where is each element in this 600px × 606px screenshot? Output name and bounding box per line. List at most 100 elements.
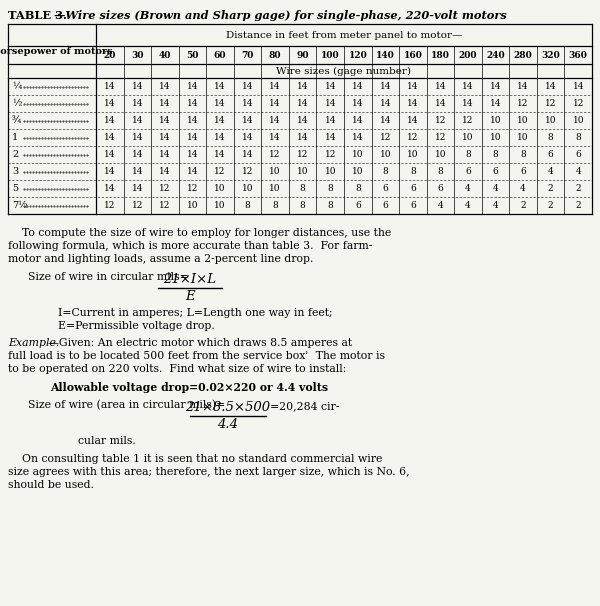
Text: 200: 200 [459,50,477,59]
Text: 8: 8 [410,167,416,176]
Text: 12: 12 [131,201,143,210]
Text: 12: 12 [435,133,446,142]
Text: Size of wire (area in circular mils)=: Size of wire (area in circular mils)= [28,400,225,410]
Text: 6: 6 [493,167,499,176]
Text: 8: 8 [245,201,250,210]
Text: 10: 10 [545,116,556,125]
Text: 14: 14 [490,82,502,91]
Text: 10: 10 [352,150,364,159]
Text: —Wire sizes (Brown and Sharp gage) for single-phase, 220-volt motors: —Wire sizes (Brown and Sharp gage) for s… [54,10,507,21]
Text: 14: 14 [434,82,446,91]
Text: 12: 12 [214,167,226,176]
Text: 4: 4 [520,184,526,193]
Text: 14: 14 [517,82,529,91]
Text: 14: 14 [297,116,308,125]
Text: 14: 14 [131,82,143,91]
Text: 14: 14 [159,133,170,142]
Text: motor and lighting loads, assume a 2-percent line drop.: motor and lighting loads, assume a 2-per… [8,254,313,264]
Text: 20: 20 [104,50,116,59]
Text: 10: 10 [380,150,391,159]
Text: full load is to be located 500 feet from the service boxʾ  The motor is: full load is to be located 500 feet from… [8,351,385,361]
Text: 90: 90 [296,50,309,59]
Text: 240: 240 [486,50,505,59]
Text: 10: 10 [434,150,446,159]
Text: 6: 6 [437,184,443,193]
Text: 10: 10 [352,167,364,176]
Text: 14: 14 [104,167,116,176]
Text: 8: 8 [300,184,305,193]
Text: 12: 12 [297,150,308,159]
Text: 14: 14 [352,99,364,108]
Text: 100: 100 [321,50,340,59]
Text: 3: 3 [12,167,18,176]
Text: 6: 6 [410,184,416,193]
Text: 14: 14 [297,82,308,91]
Text: 14: 14 [269,133,281,142]
Text: 14: 14 [352,133,364,142]
Text: Wire sizes (gage number): Wire sizes (gage number) [277,67,412,76]
Text: cular mils.: cular mils. [78,436,136,446]
Text: 6: 6 [410,201,416,210]
Text: 14: 14 [159,167,170,176]
Text: 14: 14 [104,82,116,91]
Text: 4.4: 4.4 [218,418,239,431]
Text: 360: 360 [569,50,587,59]
Text: 2: 2 [520,201,526,210]
Text: 14: 14 [325,99,336,108]
Text: 14: 14 [214,133,226,142]
Text: 12: 12 [325,150,336,159]
Text: To compute the size of wire to employ for longer distances, use the: To compute the size of wire to employ fo… [8,228,391,238]
Text: 4: 4 [493,201,499,210]
Text: 14: 14 [131,167,143,176]
Text: 6: 6 [355,201,361,210]
Text: 14: 14 [187,82,198,91]
Text: Distance in feet from meter panel to motor—: Distance in feet from meter panel to mot… [226,30,462,39]
Text: 8: 8 [382,167,388,176]
Text: 80: 80 [269,50,281,59]
Text: 8: 8 [272,201,278,210]
Text: 10: 10 [297,167,308,176]
Text: 14: 14 [462,99,474,108]
Text: Horsepower of motors: Horsepower of motors [0,47,113,56]
Text: 4: 4 [575,167,581,176]
Text: should be used.: should be used. [8,480,94,490]
Text: 14: 14 [242,133,253,142]
Text: 14: 14 [187,167,198,176]
Text: 4: 4 [437,201,443,210]
Text: 14: 14 [104,184,116,193]
Text: 8: 8 [355,184,361,193]
Text: 14: 14 [269,82,281,91]
Text: 2: 2 [575,201,581,210]
Text: 12: 12 [572,99,584,108]
Text: 320: 320 [541,50,560,59]
Text: 8: 8 [548,133,554,142]
Text: 14: 14 [325,133,336,142]
Text: 21×8.5×500: 21×8.5×500 [185,401,271,414]
Text: 8: 8 [465,150,471,159]
Text: 14: 14 [269,99,281,108]
Text: 12: 12 [269,150,281,159]
Text: 14: 14 [131,116,143,125]
Text: 2: 2 [548,201,553,210]
Text: 10: 10 [490,116,502,125]
Text: 14: 14 [407,82,419,91]
Text: 7½: 7½ [12,201,28,210]
Text: 14: 14 [325,116,336,125]
Text: 8: 8 [437,167,443,176]
Text: 14: 14 [159,99,170,108]
Text: 14: 14 [187,150,198,159]
Text: Example.: Example. [8,338,59,348]
Text: 12: 12 [242,167,253,176]
Text: 280: 280 [514,50,532,59]
Text: 14: 14 [572,82,584,91]
Text: ½: ½ [12,99,22,108]
Text: 10: 10 [490,133,502,142]
Text: 14: 14 [242,116,253,125]
Text: 14: 14 [434,99,446,108]
Text: 10: 10 [214,184,226,193]
Text: 14: 14 [159,150,170,159]
Text: 5: 5 [12,184,18,193]
Text: 14: 14 [104,150,116,159]
Text: Allowable voltage drop=0.02×220 or 4.4 volts: Allowable voltage drop=0.02×220 or 4.4 v… [50,382,328,393]
Text: 6: 6 [382,201,388,210]
